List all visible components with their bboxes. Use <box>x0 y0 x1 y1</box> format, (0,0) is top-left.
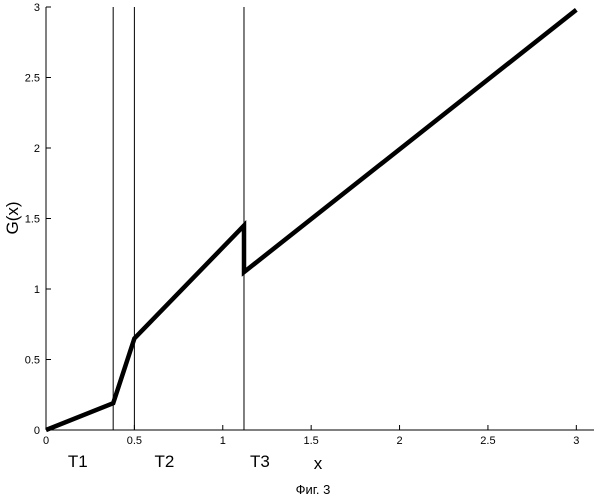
figure-caption: Фиг. 3 <box>296 482 331 497</box>
y-tick-label: 2 <box>34 143 40 155</box>
y-tick-label: 1.5 <box>25 214 40 226</box>
threshold-label: T2 <box>155 452 175 471</box>
y-tick-label: 0 <box>34 425 40 437</box>
y-tick-label: 0.5 <box>25 355 40 367</box>
x-tick-label: 0 <box>43 435 49 447</box>
threshold-label: T1 <box>68 452 88 471</box>
threshold-lines <box>113 7 244 430</box>
threshold-label: T3 <box>250 452 270 471</box>
y-tick-label: 1 <box>34 284 40 296</box>
series-line <box>46 10 576 430</box>
x-tick-label: 1.5 <box>304 435 319 447</box>
x-tick-label: 1 <box>220 435 226 447</box>
y-tick-label: 2.5 <box>25 73 40 85</box>
x-axis-label: x <box>314 454 323 473</box>
x-tick-label: 3 <box>573 435 579 447</box>
series-group <box>46 10 576 430</box>
y-tick-label: 3 <box>34 2 40 14</box>
axes <box>46 7 594 430</box>
y-axis-label: G(x) <box>3 201 22 234</box>
x-tick-label: 2.5 <box>480 435 495 447</box>
x-tick-label: 2 <box>396 435 402 447</box>
threshold-labels: T1 T2 T3 <box>68 452 270 471</box>
x-tick-label: 0.5 <box>127 435 142 447</box>
